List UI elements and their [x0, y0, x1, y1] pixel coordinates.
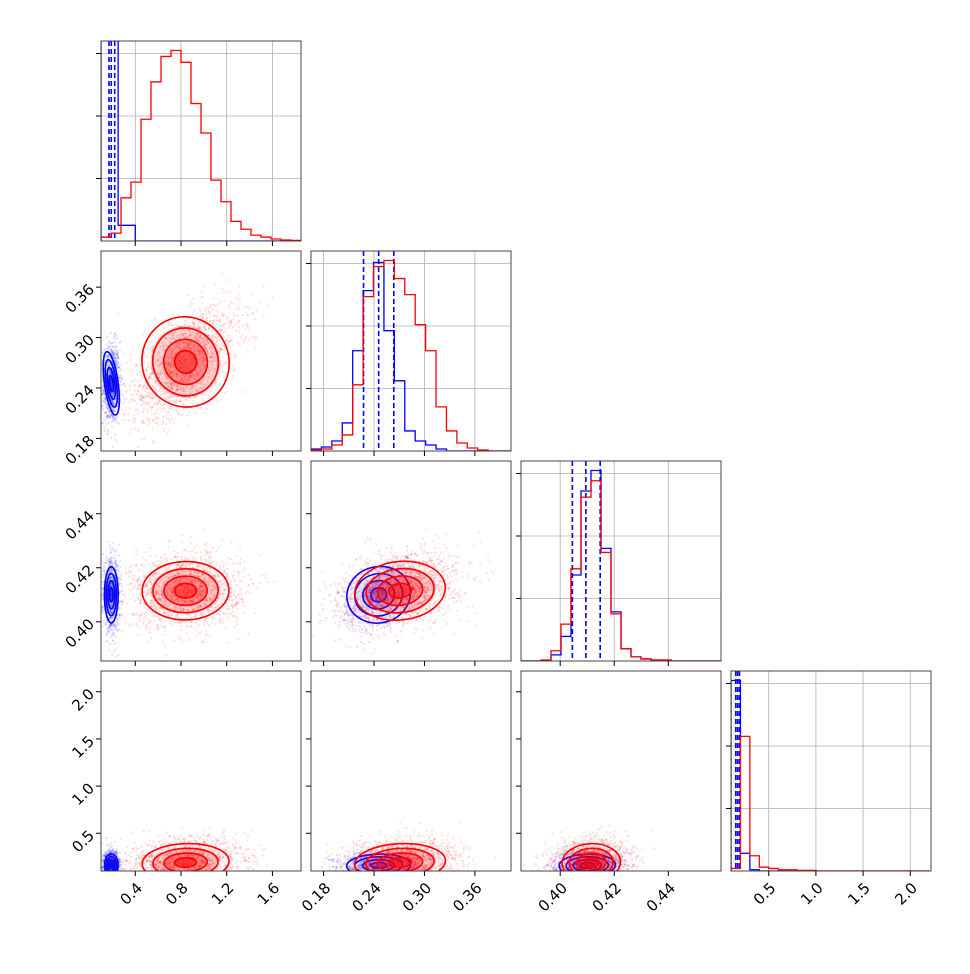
- y-tick-label: 0.18: [62, 432, 98, 468]
- panel-3-1: [294, 671, 511, 904]
- x-tick-label: 0.24: [348, 879, 384, 915]
- x-tick-label: 1.6: [254, 879, 284, 909]
- x-tick-label: 0.8: [162, 879, 192, 909]
- panel-background: [311, 671, 511, 871]
- y-tick-label: 0.24: [62, 381, 98, 417]
- panel-3-3: [726, 671, 931, 876]
- y-tick-label: 0.30: [62, 331, 98, 367]
- x-tick-label: 0.5: [750, 879, 780, 909]
- y-tick-label: 0.5: [68, 827, 98, 857]
- x-tick-label: 0.36: [449, 879, 485, 915]
- panel-1-0: [93, 250, 301, 470]
- x-tick-label: 0.42: [589, 879, 625, 915]
- panel-2-2: [516, 461, 721, 666]
- y-tick-label: 0.44: [62, 507, 98, 543]
- panel-3-0: [96, 671, 301, 909]
- panel-2-0: [87, 461, 302, 666]
- x-tick-label: 1.5: [844, 879, 874, 909]
- panel-background: [311, 251, 511, 451]
- x-tick-label: 1.2: [208, 879, 238, 909]
- panel-2-1: [306, 461, 511, 666]
- y-tick-label: 1.0: [68, 779, 98, 809]
- panel-0-0: [96, 0, 301, 246]
- y-tick-label: 0.42: [62, 561, 98, 597]
- y-tick-label: 0.36: [62, 280, 98, 316]
- panel-background: [101, 671, 301, 871]
- y-tick-label: 2.0: [68, 685, 98, 715]
- y-tick-label: 1.5: [68, 732, 98, 762]
- y-tick-label: 0.40: [62, 615, 98, 651]
- x-tick-label: 1.0: [797, 879, 827, 909]
- x-tick-label: 0.40: [535, 879, 571, 915]
- x-tick-label: 0.44: [643, 879, 679, 915]
- panel-3-2: [516, 671, 721, 905]
- x-tick-label: 0.30: [399, 879, 435, 915]
- panel-background: [101, 41, 301, 241]
- x-tick-label: 0.18: [298, 879, 334, 915]
- x-tick-label: 0.4: [116, 879, 146, 909]
- panel-1-1: [306, 251, 519, 456]
- x-tick-label: 2.0: [891, 879, 921, 909]
- panel-background: [731, 671, 931, 871]
